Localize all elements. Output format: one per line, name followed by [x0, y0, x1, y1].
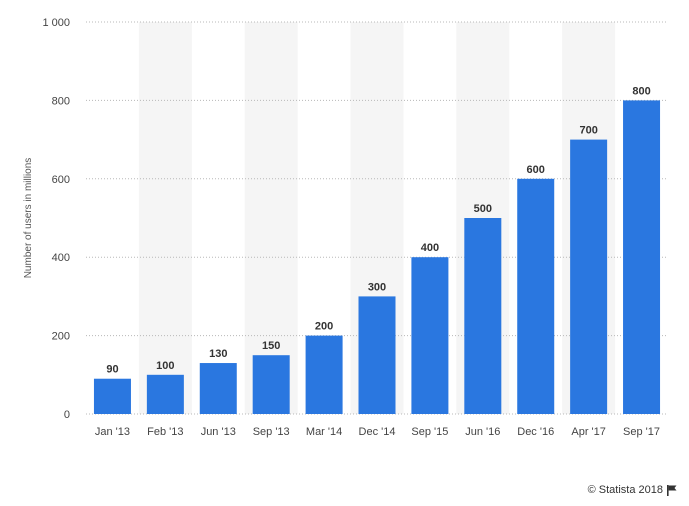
data-label: 130: [209, 348, 227, 360]
x-tick-label: Sep '17: [623, 426, 660, 438]
bar: [305, 335, 343, 414]
data-label: 600: [527, 164, 545, 176]
bar: [464, 218, 502, 414]
y-tick-label: 600: [52, 174, 70, 186]
x-tick-label: Mar '14: [306, 426, 342, 438]
data-label: 100: [156, 360, 174, 372]
x-axis-ticks: Jan '13 Feb '13 Jun '13 Sep '13 Mar '14 Dec '…: [95, 426, 660, 438]
bar: [517, 178, 555, 414]
bars: [93, 100, 661, 415]
x-tick-label: Jun '16: [465, 426, 500, 438]
x-tick-label: Dec '14: [359, 426, 396, 438]
bar: [146, 374, 184, 414]
data-label: 90: [106, 364, 118, 376]
statista-credit[interactable]: © Statista 2018: [588, 484, 677, 496]
y-tick-label: 1 000: [42, 17, 70, 29]
data-label: 400: [421, 242, 439, 254]
data-label: 800: [632, 85, 650, 97]
x-tick-label: Sep '15: [411, 426, 448, 438]
data-label: 150: [262, 340, 280, 352]
data-label: 500: [474, 203, 492, 215]
bar: [411, 257, 449, 414]
y-axis-ticks: 0 200 400 600 800 1 000: [42, 17, 70, 421]
x-tick-label: Jun '13: [201, 426, 236, 438]
x-tick-label: Apr '17: [571, 426, 606, 438]
y-tick-label: 800: [52, 95, 70, 107]
alt-band: [244, 22, 298, 414]
bar: [252, 355, 290, 414]
data-labels: 90 100 130 150 200 300 400 500 600 700 800: [106, 85, 650, 375]
data-label: 200: [315, 321, 333, 333]
bar: [623, 100, 661, 415]
data-label: 700: [579, 125, 597, 137]
credit-text: © Statista 2018: [587, 484, 663, 496]
flag-icon[interactable]: [667, 484, 677, 496]
x-tick-label: Sep '13: [253, 426, 290, 438]
x-tick-label: Jan '13: [95, 426, 130, 438]
y-tick-label: 0: [64, 409, 70, 421]
x-tick-label: Dec '16: [517, 426, 554, 438]
data-label: 300: [368, 281, 386, 293]
x-tick-label: Feb '13: [147, 426, 183, 438]
bar: [199, 363, 237, 414]
bar: [358, 296, 396, 414]
bar: [93, 378, 131, 414]
y-axis-title: Number of users in millions: [23, 158, 34, 279]
alt-band: [138, 22, 192, 414]
y-tick-label: 400: [52, 252, 70, 264]
bar: [570, 139, 608, 414]
y-tick-label: 200: [52, 331, 70, 343]
